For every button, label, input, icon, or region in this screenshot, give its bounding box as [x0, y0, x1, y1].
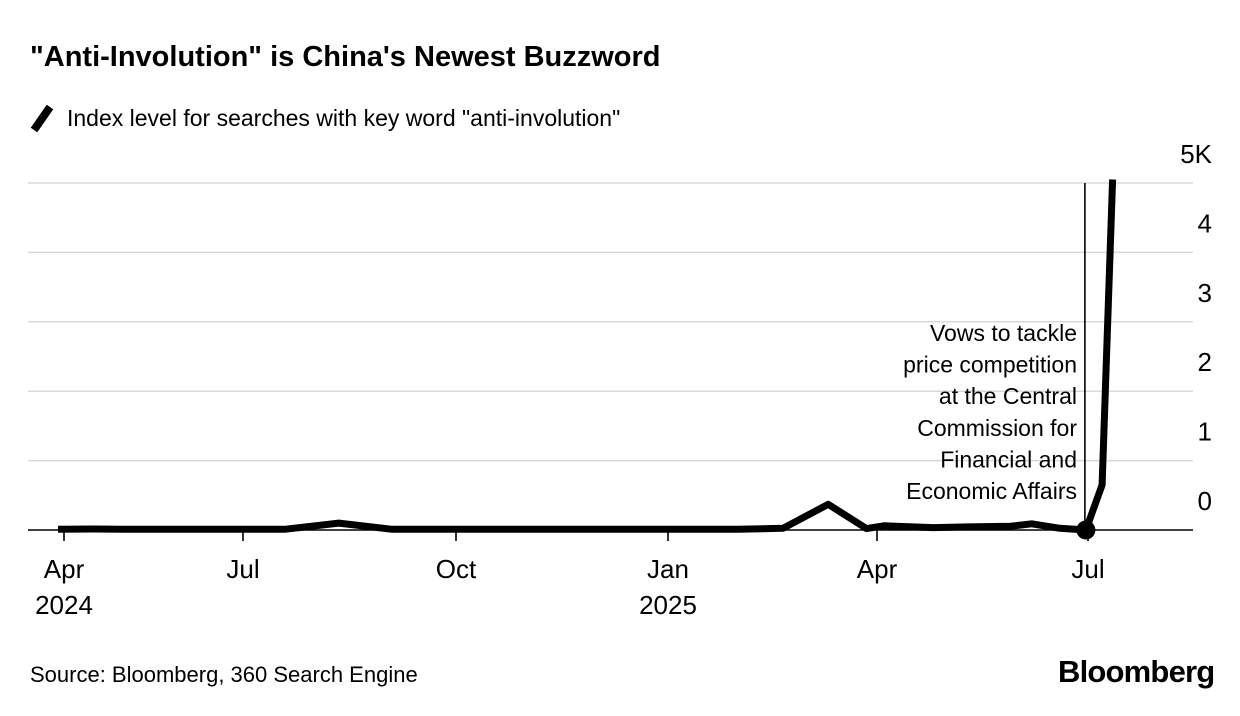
- x-axis-year-label: 2025: [639, 590, 697, 620]
- line-series-swatch-icon: [30, 104, 54, 133]
- x-axis-label: Oct: [436, 554, 477, 584]
- bloomberg-logo: Bloomberg: [1058, 654, 1215, 689]
- y-axis-label: 0: [1198, 486, 1212, 516]
- y-axis-label: 3: [1198, 278, 1212, 308]
- annotation-text-line: price competition: [903, 352, 1077, 378]
- y-axis-label: 4: [1198, 208, 1212, 238]
- x-axis-year-label: 2024: [35, 590, 93, 620]
- y-axis-label: 5K: [1180, 139, 1212, 169]
- legend-label: Index level for searches with key word "…: [67, 105, 621, 131]
- annotation-point-marker: [1076, 520, 1096, 540]
- x-axis-label: Jul: [1071, 554, 1104, 584]
- chart-legend: Index level for searches with key word "…: [30, 104, 620, 133]
- annotation-text-line: Financial and: [940, 446, 1077, 472]
- annotation-text-line: at the Central: [939, 383, 1077, 409]
- source-note: Source: Bloomberg, 360 Search Engine: [30, 662, 418, 687]
- annotation-text-line: Economic Affairs: [906, 478, 1077, 504]
- chart-title: "Anti-Involution" is China's Newest Buzz…: [30, 41, 661, 73]
- x-axis-label: Apr: [44, 554, 85, 584]
- x-axis-label: Jan: [647, 554, 689, 584]
- x-axis-label: Jul: [226, 554, 259, 584]
- y-axis-label: 1: [1198, 417, 1212, 447]
- annotation-text-line: Commission for: [917, 415, 1077, 441]
- y-axis-label: 2: [1198, 347, 1212, 377]
- annotation-text-line: Vows to tackle: [930, 320, 1077, 346]
- x-axis-label: Apr: [857, 554, 898, 584]
- series-line: [57, 179, 1117, 534]
